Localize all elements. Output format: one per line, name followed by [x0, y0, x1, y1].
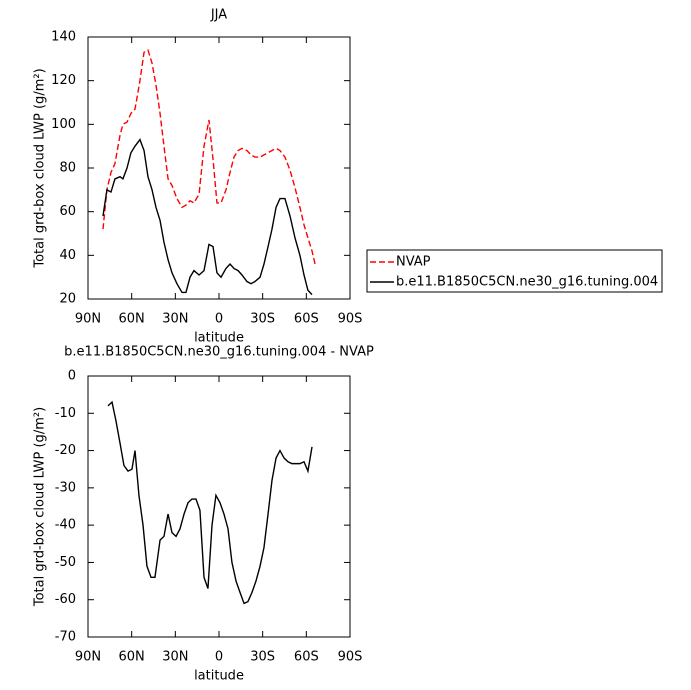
y-tick-label: -20 — [55, 443, 76, 458]
plot-frame — [87, 36, 351, 300]
y-axis-label: Total grd-box cloud LWP (g/m²) — [33, 68, 48, 268]
x-tick-label: 60S — [294, 650, 319, 665]
x-tick-label: 30S — [250, 650, 275, 665]
x-tick-label: 90N — [75, 312, 101, 327]
plot-frame — [87, 375, 351, 638]
y-tick-label: 80 — [59, 161, 76, 176]
x-tick-label: 60N — [119, 650, 145, 665]
chart-title: JJA — [210, 8, 227, 23]
x-tick-label: 90N — [75, 650, 101, 665]
y-tick-label: 20 — [59, 292, 76, 307]
x-axis-label: latitude — [194, 331, 244, 346]
y-tick-label: -50 — [55, 555, 76, 570]
y-tick-label: 40 — [59, 248, 76, 263]
data-line — [102, 49, 316, 265]
x-tick-label: 60N — [119, 312, 145, 327]
y-tick-label: 100 — [51, 117, 76, 132]
legend-label: NVAP — [396, 255, 431, 270]
y-tick-label: -60 — [55, 592, 76, 607]
y-tick-label: 120 — [51, 73, 76, 88]
x-tick-label: 0 — [215, 312, 223, 327]
x-tick-label: 90S — [338, 650, 363, 665]
x-tick-label: 30N — [162, 650, 188, 665]
data-line — [107, 400, 313, 605]
chart-title: b.e11.B1850C5CN.ne30_g16.tuning.004 - NV… — [64, 345, 374, 360]
legend-label: b.e11.B1850C5CN.ne30_g16.tuning.004 — [396, 275, 658, 290]
x-tick-label: 30N — [162, 312, 188, 327]
legend-box — [366, 249, 663, 293]
y-tick-label: 60 — [59, 204, 76, 219]
x-axis-label: latitude — [194, 669, 244, 684]
x-tick-label: 90S — [338, 312, 363, 327]
x-tick-label: 0 — [215, 650, 223, 665]
y-tick-label: -10 — [55, 406, 76, 421]
y-axis-label: Total grd-box cloud LWP (g/m²) — [33, 407, 48, 607]
y-tick-label: 140 — [51, 30, 76, 45]
y-tick-label: -70 — [55, 630, 76, 645]
x-tick-label: 60S — [294, 312, 319, 327]
data-line — [102, 138, 313, 296]
y-tick-label: -40 — [55, 518, 76, 533]
x-tick-label: 30S — [250, 312, 275, 327]
legend: NVAP b.e11.B1850C5CN.ne30_g16.tuning.004 — [366, 249, 663, 293]
y-tick-label: 0 — [68, 369, 76, 384]
y-tick-label: -30 — [55, 480, 76, 495]
